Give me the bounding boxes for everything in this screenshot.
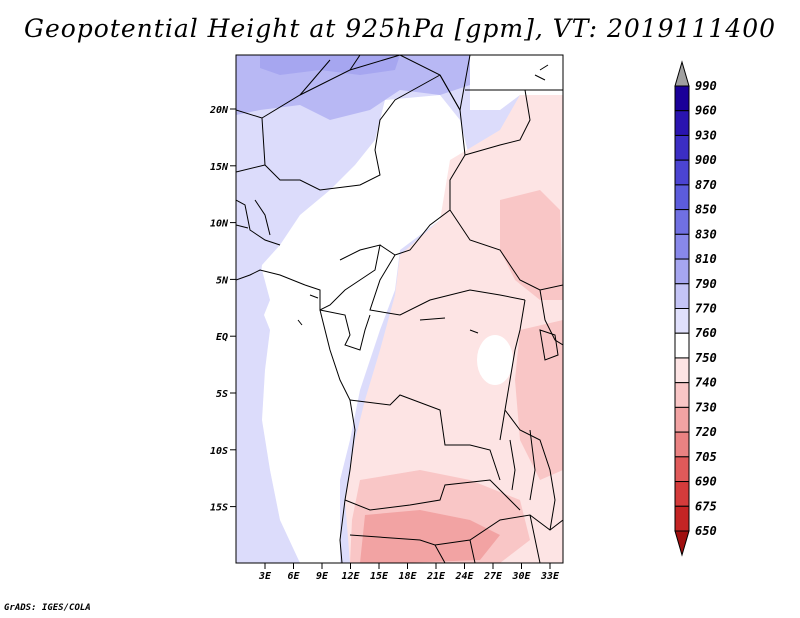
- field-hole-760: [477, 335, 513, 385]
- colorbar-segment: [674, 332, 690, 359]
- grads-credit: GrADS: IGES/COLA: [4, 603, 91, 613]
- colorbar-segment: [674, 382, 690, 408]
- borders: [236, 55, 563, 563]
- border-west-coast: [236, 199, 281, 246]
- longitude-axis: 3E 6E 9E 12E 15E 18E 21E 24E 27E 30E 33E: [258, 563, 560, 582]
- lat-tick-label: 10S: [210, 446, 228, 457]
- field-region-760: [258, 95, 470, 563]
- lon-tick-label: 18E: [398, 571, 417, 582]
- field-patch-740-b: [515, 320, 563, 480]
- colorbar-label: 900: [695, 153, 717, 167]
- lat-tick-label: 15S: [210, 503, 228, 514]
- colorbar-label: 790: [695, 277, 717, 291]
- lake-tanganyika: [509, 439, 516, 491]
- colorbar-label: 705: [695, 450, 717, 464]
- lake-victoria: [539, 329, 559, 361]
- colorbar-segment: [674, 283, 690, 309]
- colorbar: 990 960 930 900 870 850 830 810 790 770 760 750 740 7…: [674, 60, 717, 557]
- colorbar-segment: [674, 159, 690, 186]
- coast-guinea: [236, 269, 306, 286]
- border-car: [369, 254, 526, 316]
- lon-tick-label: 30E: [511, 571, 531, 582]
- colorbar-segment: [674, 134, 690, 161]
- latitude-axis: 20N 15N 10N 5N EQ 5S 10S 15S: [209, 105, 236, 514]
- colorbar-segment: [674, 308, 690, 334]
- colorbar-label: 930: [695, 128, 717, 142]
- lon-tick-label: 24E: [454, 571, 474, 582]
- colorbar-segment: [674, 505, 690, 532]
- colorbar-segment: [674, 357, 690, 384]
- border-west-sahara: [236, 109, 266, 173]
- coast-sinai: [534, 64, 549, 81]
- border-uganda-kenya: [539, 289, 563, 346]
- colorbar-label: 810: [695, 252, 717, 266]
- border-tanzania-malawi: [504, 409, 556, 531]
- colorbar-top-arrow: [674, 60, 690, 87]
- colorbar-label: 990: [695, 79, 717, 93]
- colorbar-label: 720: [695, 425, 717, 439]
- map-title: Geopotential Height at 925hPa [gpm], VT:…: [23, 14, 777, 43]
- border-guinea: [236, 199, 271, 236]
- border-gabon-congo: [319, 309, 371, 351]
- border-namibia-botswana: [349, 514, 563, 546]
- colorbar-segment: [674, 184, 690, 211]
- colorbar-segment: [674, 233, 690, 260]
- lat-tick-label: 20N: [209, 105, 229, 116]
- lat-tick-label: 5S: [216, 389, 228, 400]
- lat-tick-label: EQ: [216, 332, 228, 343]
- field-band-810: [260, 55, 400, 75]
- lon-tick-label: 9E: [316, 571, 329, 582]
- lon-tick-label: 21E: [426, 571, 446, 582]
- field-region-760-ne: [470, 55, 563, 110]
- lon-tick-label: 3E: [258, 571, 272, 582]
- border-drc-angola: [349, 394, 501, 481]
- colorbar-label: 750: [695, 351, 717, 365]
- colorbar-segment: [674, 110, 690, 136]
- field-patch-730: [360, 510, 500, 563]
- colorbar-segment: [674, 481, 690, 507]
- river-congo: [419, 317, 479, 334]
- lat-tick-label: 5N: [216, 275, 229, 286]
- colorbar-label: 960: [695, 104, 717, 118]
- colorbar-label: 675: [695, 499, 717, 513]
- colorbar-label: 760: [695, 326, 717, 340]
- coast-islands: [297, 294, 319, 326]
- border-niger-south: [264, 74, 441, 191]
- colorbar-label: 740: [695, 376, 717, 390]
- field-patch-740-a: [500, 190, 563, 300]
- border-sudan-south: [449, 209, 563, 291]
- lat-tick-label: 15N: [210, 162, 229, 173]
- colorbar-segment: [674, 209, 690, 235]
- colorbar-segment: [674, 456, 690, 483]
- colorbar-label: 650: [695, 524, 717, 538]
- border-great-lakes: [499, 299, 526, 441]
- border-algeria-mali: [261, 55, 361, 119]
- colorbar-label: 850: [695, 203, 717, 217]
- border-south: [434, 514, 541, 563]
- colorbar-segment: [674, 85, 690, 112]
- colorbar-label: 770: [695, 302, 717, 316]
- lon-tick-label: 15E: [370, 571, 389, 582]
- colorbar-label: 730: [695, 400, 717, 414]
- lat-tick-label: 10N: [210, 219, 229, 230]
- colorbar-segment: [674, 431, 690, 458]
- lon-tick-label: 33E: [540, 571, 560, 582]
- colorbar-label: 870: [695, 178, 717, 192]
- field-patch-770-w: [236, 270, 270, 340]
- colorbar-segment: [674, 406, 690, 433]
- border-angola-zambia: [344, 479, 521, 511]
- lon-tick-label: 6E: [287, 571, 300, 582]
- height-field: [236, 55, 563, 563]
- border-nigeria-cameroon: [304, 244, 381, 311]
- colorbar-label: 830: [695, 227, 717, 241]
- colorbar-label: 690: [695, 475, 717, 489]
- coast-angola-namibia: [319, 309, 356, 563]
- lake-malawi: [529, 429, 536, 501]
- colorbar-bottom-arrow: [674, 530, 690, 557]
- colorbar-segment: [674, 258, 690, 285]
- lon-tick-label: 27E: [483, 571, 503, 582]
- lon-tick-label: 12E: [341, 571, 360, 582]
- map-frame: [235, 54, 564, 564]
